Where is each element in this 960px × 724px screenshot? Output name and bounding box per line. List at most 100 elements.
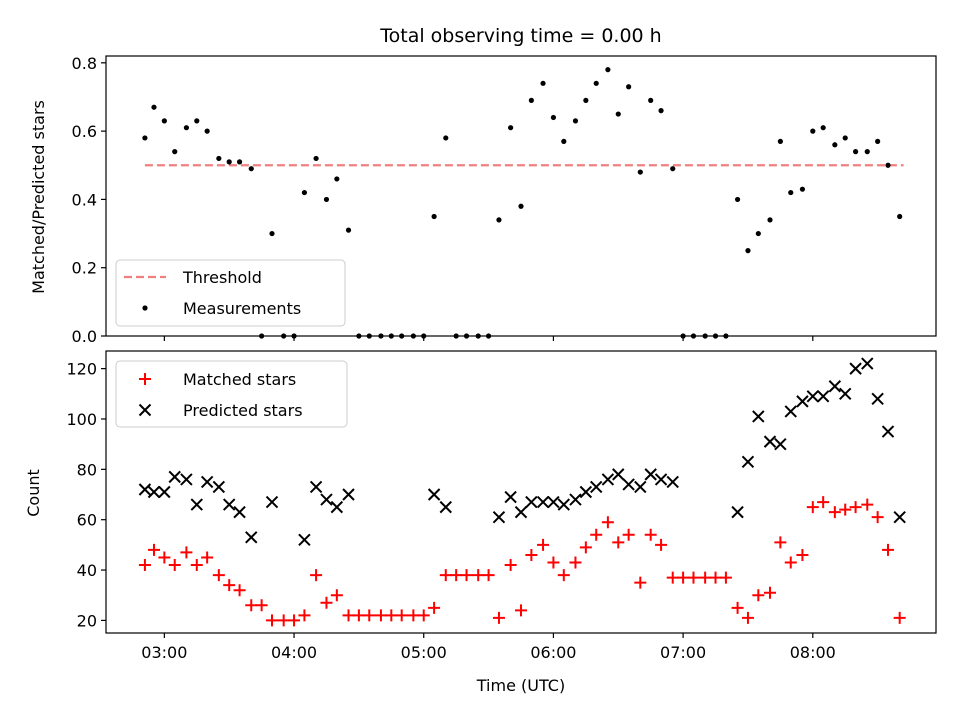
measurement-point [518,203,524,209]
predicted-star-point [525,495,538,509]
matched-star-point [871,511,884,524]
measurement-point [799,186,806,192]
matched-star-point [893,611,906,624]
predicted-star-point [427,488,441,501]
matched-star-point [504,559,517,572]
predicted-star-point [320,493,333,506]
matched-star-point [590,528,603,541]
predicted-star-point [547,495,560,509]
measurement-point [658,108,664,114]
measurement-point [788,189,794,196]
measurement-point [777,138,783,144]
predicted-star-point [654,473,668,486]
predicted-star-point [212,480,226,494]
measurement-point [443,135,449,141]
predicted-star-point [644,468,657,481]
matched-star-point [190,559,203,572]
matched-star-point [579,541,592,554]
measurement-point [528,97,534,103]
measurement-point [508,125,514,131]
x-tick-label: 04:00 [271,643,317,662]
x-axis-label: Time (UTC) [476,676,565,695]
predicted-star-point [439,500,452,514]
measurement-point [334,176,340,182]
predicted-star-point [806,390,820,403]
measurement-point [897,213,903,220]
bottom-y-tick-label: 60 [77,511,97,530]
predicted-star-point [816,390,830,403]
measurement-point [561,138,567,144]
top-y-tick-label: 0.6 [72,122,97,141]
matched-star-point [622,528,635,541]
legend-matched-swatch [139,373,151,385]
legend-threshold-label: Threshold [182,268,262,287]
measurement-point [820,125,826,131]
matched-star-point [806,501,819,514]
measurement-point [583,97,589,103]
measurement-point [755,230,761,237]
matched-star-point [492,611,505,624]
bottom-y-tick-label: 100 [66,410,97,429]
top-chart-title: Total observing time = 0.00 h [379,25,661,47]
measurement-point [183,125,190,131]
matched-star-point [719,571,732,584]
matched-star-point [450,569,463,582]
matched-star-point [255,599,268,612]
predicted-star-point [601,473,615,486]
predicted-star-point [634,480,647,494]
measurement-point [269,230,275,237]
predicted-star-point [504,490,517,504]
legend-predicted-label: Predicted stars [183,401,303,420]
measurement-point [670,166,676,172]
predicted-star-point [222,498,236,511]
top-y-tick-label: 0.0 [72,327,97,346]
matched-star-point [784,556,797,569]
measurement-point [745,248,751,254]
matched-star-point [363,609,376,622]
matched-star-point [634,576,647,589]
matched-star-point [601,516,614,529]
matched-star-point [515,604,527,617]
x-tick-label: 05:00 [401,643,447,662]
measurement-point [323,196,330,203]
measurement-point [496,217,502,223]
matched-star-point [158,551,171,564]
measurement-point [572,118,579,124]
legend-predicted-swatch [138,403,152,417]
measurement-point [767,217,773,223]
matched-star-point [839,503,852,516]
measurement-point [204,128,210,134]
matched-star-point [201,551,214,564]
matched-star-point [557,569,570,582]
matched-star-point [180,546,193,559]
matched-star-point [817,496,830,509]
measurement-point [172,149,178,155]
matched-star-point [764,586,776,599]
x-tick-label: 03:00 [141,643,187,662]
predicted-star-point [245,531,258,544]
predicted-star-point [514,505,528,519]
predicted-star-point [180,473,193,486]
measurement-point [151,104,157,110]
matched-star-point [320,596,333,609]
matched-star-point [310,569,323,582]
measurement-point [832,142,838,148]
matched-star-point [417,609,430,622]
measurement-point [875,138,881,144]
predicted-star-point [828,380,842,393]
matched-star-point [709,571,722,584]
measurement-point [615,111,621,117]
matched-star-point [223,579,236,592]
predicted-star-point [190,498,203,511]
matched-star-point [385,609,398,622]
top-y-tick-label: 0.2 [72,259,97,278]
matched-star-point [439,569,452,582]
measurement-point [852,149,859,155]
measurement-point [648,97,654,103]
predicted-star-point [741,455,755,468]
predicted-star-point [158,485,171,499]
measurement-point [313,155,319,162]
predicted-star-point [784,405,797,418]
matched-star-point [525,548,538,561]
